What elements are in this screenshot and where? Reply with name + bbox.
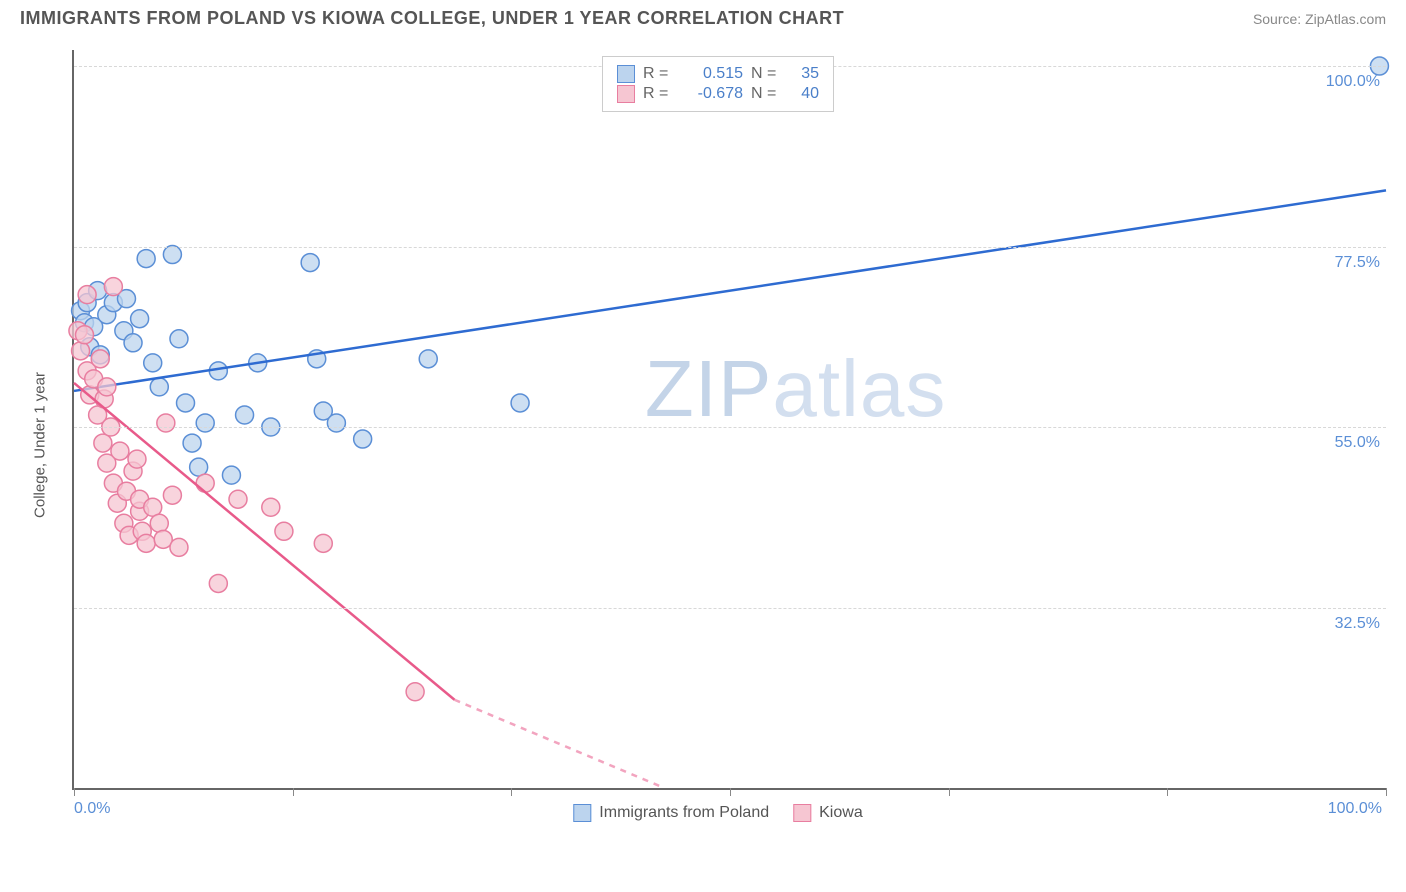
x-tick-max: 100.0% — [1328, 800, 1382, 818]
legend-n-value: 35 — [787, 65, 819, 83]
correlation-legend: R = 0.515 N = 35 R = -0.678 N = 40 — [602, 56, 834, 112]
scatter-point — [150, 378, 168, 396]
legend-item: Kiowa — [793, 804, 863, 822]
legend-item: Immigrants from Poland — [573, 804, 769, 822]
y-tick-label: 100.0% — [1326, 73, 1380, 91]
scatter-point — [144, 354, 162, 372]
scatter-point — [209, 574, 227, 592]
scatter-point — [111, 442, 129, 460]
legend-row: R = -0.678 N = 40 — [617, 85, 819, 103]
scatter-point — [301, 254, 319, 272]
scatter-point — [137, 250, 155, 268]
legend-swatch — [617, 85, 635, 103]
scatter-point — [150, 514, 168, 532]
scatter-point — [327, 414, 345, 432]
scatter-point — [98, 378, 116, 396]
scatter-point — [314, 534, 332, 552]
legend-r-value: -0.678 — [679, 85, 743, 103]
y-tick-label: 77.5% — [1335, 254, 1380, 272]
scatter-point — [419, 350, 437, 368]
legend-n-label: N = — [751, 65, 779, 83]
trend-line-dashed — [454, 700, 664, 788]
scatter-point — [196, 474, 214, 492]
scatter-point — [354, 430, 372, 448]
y-tick-label: 32.5% — [1335, 615, 1380, 633]
x-tick — [730, 788, 731, 796]
legend-swatch — [573, 804, 591, 822]
legend-r-value: 0.515 — [679, 65, 743, 83]
x-tick — [511, 788, 512, 796]
legend-r-label: R = — [643, 85, 671, 103]
scatter-point — [275, 522, 293, 540]
scatter-point — [229, 490, 247, 508]
scatter-point — [406, 683, 424, 701]
scatter-point — [222, 466, 240, 484]
scatter-point — [78, 286, 96, 304]
header-bar: IMMIGRANTS FROM POLAND VS KIOWA COLLEGE,… — [0, 0, 1406, 41]
scatter-point — [72, 342, 90, 360]
scatter-point — [104, 278, 122, 296]
scatter-point — [170, 330, 188, 348]
scatter-point — [236, 406, 254, 424]
x-tick — [1167, 788, 1168, 796]
scatter-point — [511, 394, 529, 412]
scatter-point — [170, 538, 188, 556]
x-tick — [1386, 788, 1387, 796]
trend-line — [74, 190, 1386, 391]
legend-r-label: R = — [643, 65, 671, 83]
scatter-point — [75, 326, 93, 344]
legend-label: Immigrants from Poland — [599, 804, 769, 822]
legend-swatch — [617, 65, 635, 83]
legend-n-label: N = — [751, 85, 779, 103]
gridline-h — [74, 247, 1386, 248]
scatter-point — [91, 350, 109, 368]
legend-swatch — [793, 804, 811, 822]
gridline-h — [74, 427, 1386, 428]
scatter-point — [183, 434, 201, 452]
scatter-point — [94, 434, 112, 452]
scatter-point — [128, 450, 146, 468]
scatter-point — [163, 246, 181, 264]
source-label: Source: ZipAtlas.com — [1253, 11, 1386, 27]
chart-area: College, Under 1 year ZIPatlas 32.5%55.0… — [50, 50, 1386, 840]
scatter-point — [177, 394, 195, 412]
y-tick-label: 55.0% — [1335, 434, 1380, 452]
plot-svg — [74, 50, 1386, 788]
gridline-h — [74, 608, 1386, 609]
x-tick — [74, 788, 75, 796]
y-axis-label: College, Under 1 year — [32, 372, 49, 518]
scatter-point — [124, 334, 142, 352]
legend-n-value: 40 — [787, 85, 819, 103]
scatter-point — [196, 414, 214, 432]
x-tick — [949, 788, 950, 796]
chart-title: IMMIGRANTS FROM POLAND VS KIOWA COLLEGE,… — [20, 8, 844, 29]
legend-row: R = 0.515 N = 35 — [617, 65, 819, 83]
scatter-point — [163, 486, 181, 504]
series-legend: Immigrants from Poland Kiowa — [573, 804, 862, 822]
x-tick — [293, 788, 294, 796]
x-tick-min: 0.0% — [74, 800, 110, 818]
plot-region: ZIPatlas 32.5%55.0%77.5%100.0% — [72, 50, 1386, 790]
scatter-point — [262, 498, 280, 516]
scatter-point — [157, 414, 175, 432]
scatter-point — [131, 310, 149, 328]
scatter-point — [137, 534, 155, 552]
legend-label: Kiowa — [819, 804, 863, 822]
